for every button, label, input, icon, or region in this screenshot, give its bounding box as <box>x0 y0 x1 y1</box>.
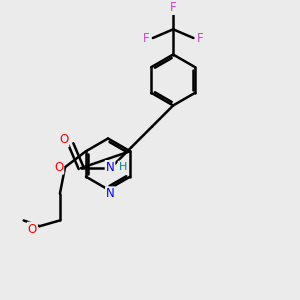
Text: F: F <box>143 32 150 44</box>
Text: H: H <box>118 162 127 172</box>
Text: O: O <box>59 134 68 146</box>
Text: F: F <box>196 32 203 44</box>
Text: O: O <box>28 223 37 236</box>
Text: O: O <box>54 160 63 174</box>
Text: F: F <box>170 1 176 14</box>
Text: N: N <box>106 161 114 174</box>
Text: N: N <box>106 187 115 200</box>
